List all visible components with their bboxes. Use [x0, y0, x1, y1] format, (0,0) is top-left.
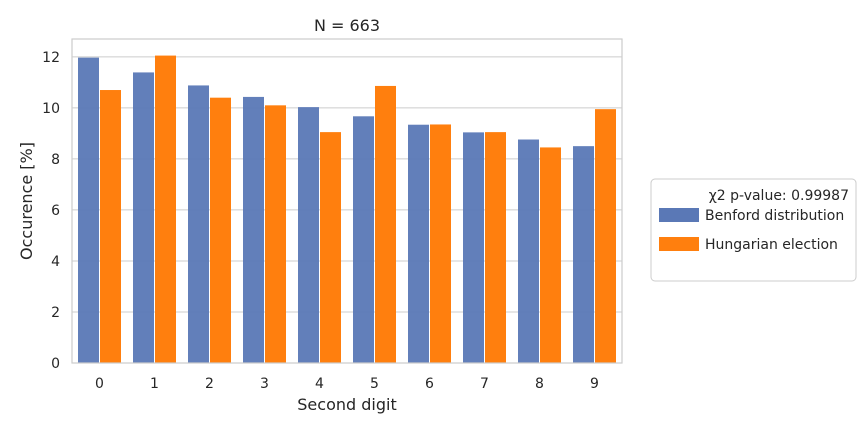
bar-hungarian-7: [485, 132, 506, 363]
bar-benford-7: [463, 132, 484, 363]
y-tick-labels: 0 2 4 6 8 10 12: [42, 50, 60, 372]
legend-title: χ2 p-value: 0.99987: [709, 188, 849, 204]
legend-items: Benford distribution Hungarian election: [659, 208, 844, 253]
chart-title: N = 663: [314, 16, 380, 35]
x-tick-label: 8: [535, 376, 544, 392]
x-tick-labels: 0 1 2 3 4 5 6 7 8 9: [95, 376, 599, 392]
bar-benford-5: [353, 116, 374, 364]
x-tick-label: 9: [590, 376, 599, 392]
bar-hungarian-0: [100, 90, 121, 363]
y-tick-label: 2: [51, 305, 60, 321]
x-tick-label: 6: [425, 376, 434, 392]
bar-benford-2: [188, 85, 209, 364]
bar-benford-0: [78, 57, 99, 363]
y-axis-label: Occurence [%]: [17, 142, 36, 260]
bar-hungarian-9: [595, 109, 616, 364]
legend: χ2 p-value: 0.99987 Benford distribution…: [650, 178, 857, 282]
bar-hungarian-1: [155, 55, 176, 364]
x-tick-label: 2: [205, 376, 214, 392]
y-tick-label: 10: [42, 101, 60, 117]
y-tick-label: 12: [42, 50, 60, 66]
y-tick-label: 4: [51, 254, 60, 270]
bar-hungarian-8: [540, 147, 561, 363]
legend-swatch-hungarian: [659, 237, 699, 251]
bar-benford-6: [408, 124, 429, 363]
bar-hungarian-2: [210, 97, 231, 364]
bar-hungarian-5: [375, 85, 396, 363]
y-tick-label: 6: [51, 203, 60, 219]
y-tick-label: 0: [51, 356, 60, 372]
bar-hungarian-4: [320, 132, 341, 363]
x-tick-label: 7: [480, 376, 489, 392]
x-axis-label: Second digit: [297, 395, 396, 414]
x-tick-label: 3: [260, 376, 269, 392]
bars: [78, 55, 616, 364]
bar-benford-4: [298, 107, 319, 363]
y-tick-label: 8: [51, 152, 60, 168]
plot-frame: [71, 38, 623, 364]
bar-benford-3: [243, 96, 264, 364]
x-tick-label: 1: [150, 376, 159, 392]
bar-benford-1: [133, 72, 154, 363]
bar-hungarian-6: [430, 124, 451, 363]
legend-label-benford: Benford distribution: [705, 208, 844, 224]
legend-swatch-benford: [659, 208, 699, 222]
legend-label-hungarian: Hungarian election: [705, 237, 838, 253]
bar-benford-9: [573, 146, 594, 363]
x-tick-label: 0: [95, 376, 104, 392]
x-tick-label: 4: [315, 376, 324, 392]
x-tick-label: 5: [370, 376, 379, 392]
bar-hungarian-3: [265, 105, 286, 363]
bar-benford-8: [518, 139, 539, 363]
legend-box: [650, 178, 857, 282]
